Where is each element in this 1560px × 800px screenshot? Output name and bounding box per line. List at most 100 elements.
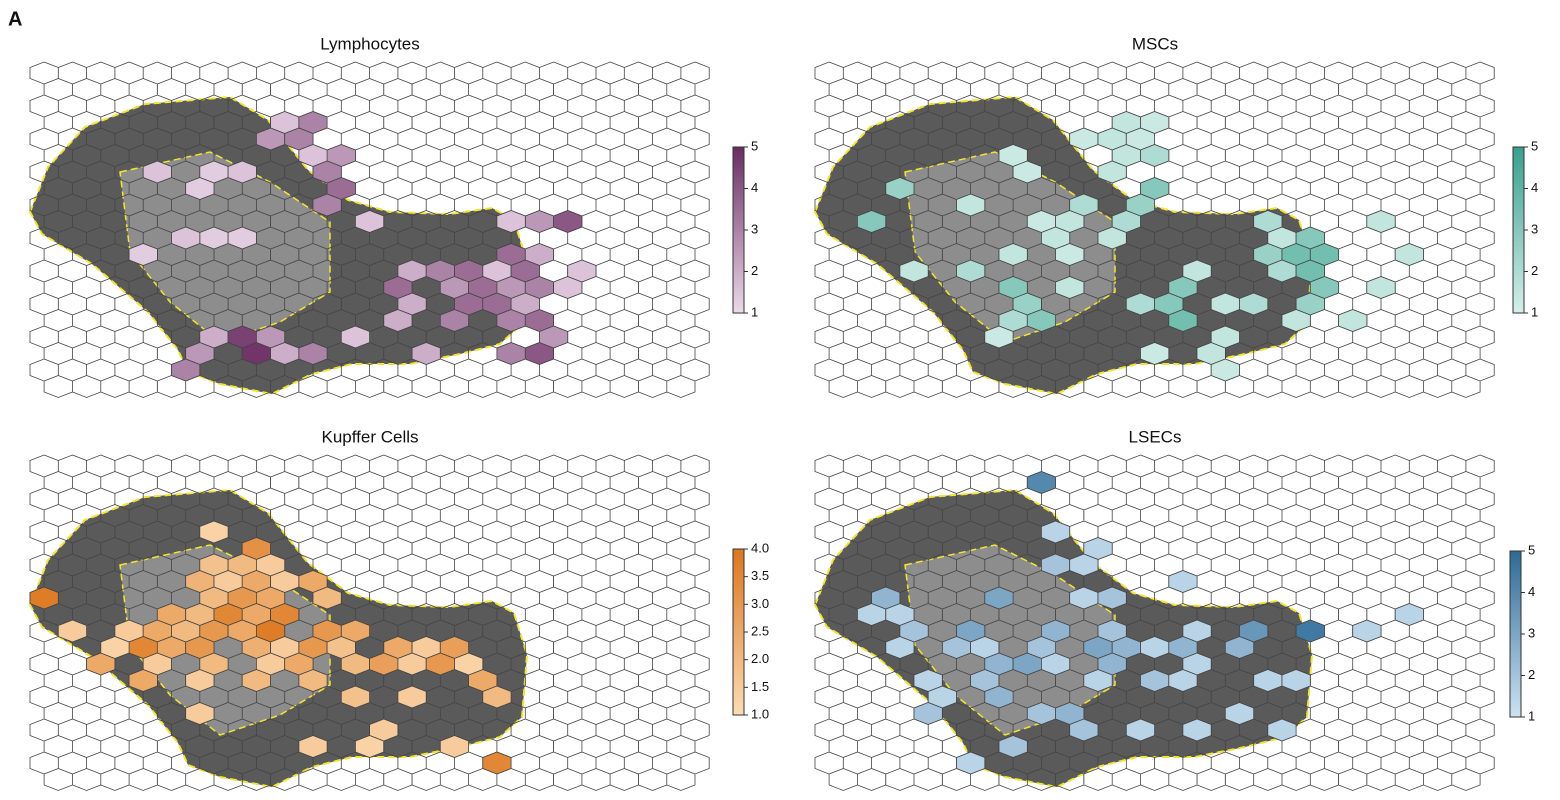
spot (1097, 586, 1127, 610)
spot (298, 669, 328, 692)
panel-title: MSCs (1132, 34, 1178, 53)
spot (1210, 325, 1240, 349)
spot (1055, 276, 1085, 299)
spot (1041, 652, 1071, 676)
spot (885, 636, 915, 659)
spot (1281, 669, 1311, 692)
spot (984, 325, 1014, 349)
spot (1338, 309, 1368, 332)
colorbar-tick-label: 1 (751, 304, 758, 319)
colorbar-tick-label: 1 (1528, 708, 1535, 723)
spot (57, 619, 87, 643)
spot (871, 586, 901, 610)
spot (1394, 243, 1424, 266)
spot (1366, 210, 1396, 233)
tissue-outline (28, 488, 529, 789)
spot (128, 669, 158, 692)
spot (1239, 292, 1269, 316)
spot (1295, 619, 1325, 643)
spot (439, 309, 470, 332)
spot (1267, 718, 1297, 742)
spot (185, 177, 215, 200)
panel-label: A (8, 8, 22, 30)
colorbar (732, 146, 745, 314)
spot (553, 210, 583, 233)
colorbar (732, 548, 745, 716)
spot (1140, 144, 1170, 167)
panel: Lymphocytes 1 2 3 4 5 (28, 34, 758, 398)
spot (227, 226, 257, 250)
panel: Kupffer Cells 1.0 1.5 2.0 2.5 3.0 3.5 4.0 (28, 427, 769, 791)
panel-title: Kupffer Cells (321, 427, 418, 446)
colorbar (1512, 146, 1525, 314)
spot (1140, 342, 1170, 365)
colorbar-tick-label: 4.0 (751, 540, 769, 555)
spot (142, 160, 172, 184)
spot (1352, 619, 1382, 643)
spot (1026, 309, 1056, 332)
spot (340, 685, 371, 709)
spot (1182, 718, 1212, 742)
spot (984, 685, 1014, 709)
spot (171, 226, 201, 250)
colorbar-tick-label: 2 (751, 263, 758, 278)
spot (998, 243, 1028, 266)
spot (1097, 160, 1127, 184)
spot (1097, 226, 1127, 250)
spot (567, 259, 597, 283)
spot (857, 210, 887, 233)
spot (383, 276, 413, 299)
spot (1168, 309, 1198, 332)
spot (241, 669, 271, 692)
spot (1366, 276, 1396, 299)
colorbar-tick-label: 2 (1528, 667, 1535, 682)
spot (1125, 193, 1155, 217)
colorbar-tick-label: 4 (751, 180, 758, 195)
colorbar-tick-label: 2.5 (751, 623, 769, 638)
spot (496, 210, 526, 233)
spot (885, 177, 915, 200)
colorbar-tick-label: 1.5 (751, 679, 769, 694)
colorbar-tick-label: 5 (1528, 542, 1535, 557)
spot (312, 586, 342, 610)
spot (171, 358, 201, 382)
colorbar (1509, 550, 1522, 718)
spot (340, 325, 371, 349)
spot (956, 193, 986, 217)
panel-title: Lymphocytes (320, 34, 420, 53)
spot (383, 309, 413, 332)
spot (1069, 718, 1099, 742)
spot (439, 735, 470, 758)
spot (539, 325, 569, 349)
spot (199, 520, 229, 544)
spot (482, 751, 512, 775)
colorbar-tick-label: 3.5 (751, 568, 769, 583)
spot (956, 259, 986, 283)
colorbar-tick-label: 2.0 (751, 651, 769, 666)
colorbar-tick-label: 3 (1528, 625, 1535, 640)
colorbar-tick-label: 2 (1531, 263, 1538, 278)
spot (1281, 309, 1311, 332)
spot (1168, 669, 1198, 692)
colorbar-tick-label: 4 (1528, 584, 1535, 599)
spot (298, 735, 328, 758)
spot (411, 342, 441, 365)
spot (496, 342, 526, 365)
spot (312, 193, 342, 217)
spot (100, 636, 130, 659)
panel-title: LSECs (1129, 427, 1182, 446)
spot (298, 342, 328, 365)
tissue-outline (813, 488, 1314, 789)
spot (1125, 718, 1155, 742)
spot (454, 652, 484, 676)
spot (1012, 160, 1042, 184)
colorbar-tick-label: 1 (1531, 304, 1538, 319)
spot (227, 160, 257, 184)
panel: MSCs 1 2 3 4 5 (813, 34, 1538, 398)
colorbar-tick-label: 3.0 (751, 596, 769, 611)
spot (354, 735, 385, 758)
spot (1168, 570, 1198, 593)
spot (397, 685, 427, 709)
spot (354, 210, 385, 233)
